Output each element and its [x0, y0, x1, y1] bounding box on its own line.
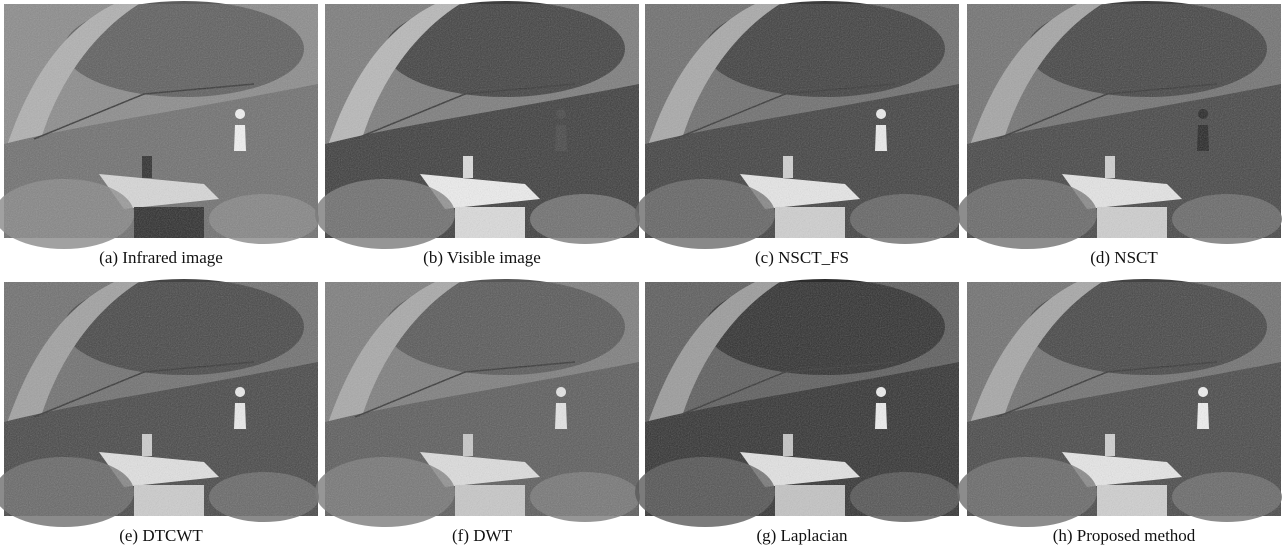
panel-caption: (d) NSCT [1090, 248, 1158, 267]
panel-image [315, 1, 640, 249]
panel-caption: (e) DTCWT [119, 526, 203, 545]
panel-image [957, 1, 1282, 249]
image-grain [4, 4, 318, 238]
image-grain [645, 4, 959, 238]
panel-caption: (g) Laplacian [756, 526, 848, 545]
image-grain [967, 282, 1281, 516]
image-grain [967, 4, 1281, 238]
figure: (a) Infrared image (b) Visible image (c) N… [0, 0, 1282, 550]
image-grain [4, 282, 318, 516]
panel-image [957, 279, 1282, 527]
panel-image [0, 1, 319, 249]
image-grain [645, 282, 959, 516]
panel-caption: (a) Infrared image [99, 248, 223, 267]
panel-caption: (f) DWT [452, 526, 513, 545]
panel-caption: (b) Visible image [423, 248, 541, 267]
image-grain [325, 282, 639, 516]
panel-image [635, 1, 960, 249]
image-grain [325, 4, 639, 238]
panel-caption: (c) NSCT_FS [755, 248, 849, 267]
panel-image [0, 279, 319, 527]
panel-image [635, 279, 960, 527]
panel-caption: (h) Proposed method [1053, 526, 1196, 545]
panel-image [315, 279, 640, 527]
